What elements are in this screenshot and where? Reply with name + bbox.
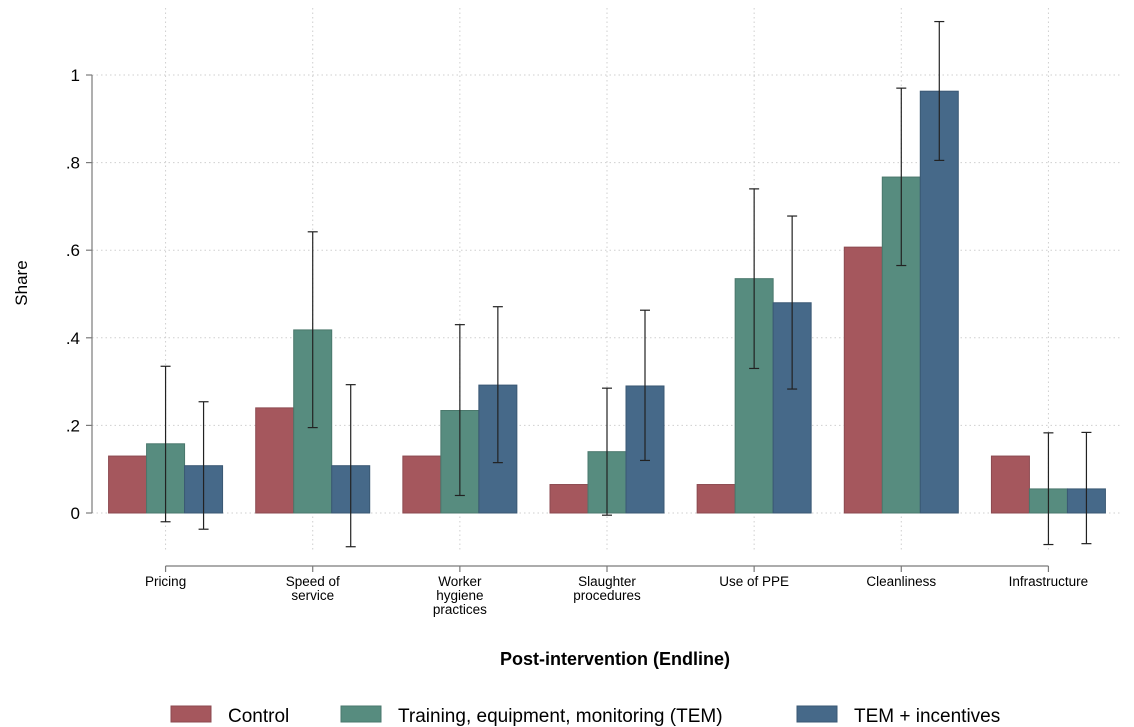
x-axis-label: Post-intervention (Endline) xyxy=(500,649,730,669)
legend-swatch xyxy=(796,705,838,723)
bar xyxy=(108,455,148,514)
legend-label: TEM + incentives xyxy=(854,706,1000,727)
bar xyxy=(843,246,883,514)
x-tick-label: Infrastructure xyxy=(1009,574,1089,589)
x-tick-label: practices xyxy=(433,602,487,617)
legend-label: Control xyxy=(228,706,289,727)
x-tick-label: Pricing xyxy=(145,574,186,589)
x-tick-label: Speed of xyxy=(286,574,340,589)
x-tick-label: Use of PPE xyxy=(719,574,789,589)
y-tick-label: .2 xyxy=(66,416,80,435)
x-tick-label: hygiene xyxy=(436,588,483,603)
bar xyxy=(919,90,959,514)
bar xyxy=(696,484,736,514)
y-tick-label: .6 xyxy=(66,241,80,260)
x-tick-label: procedures xyxy=(573,588,641,603)
error-bars xyxy=(160,20,1092,548)
bar xyxy=(402,455,442,514)
x-tick-label: Cleanliness xyxy=(866,574,936,589)
y-tick-label: .8 xyxy=(66,154,80,173)
bar xyxy=(990,455,1030,514)
axes xyxy=(86,74,1050,572)
y-tick-label: .4 xyxy=(66,329,80,348)
y-tick-label: 0 xyxy=(71,504,80,523)
x-tick-label: service xyxy=(291,588,334,603)
x-tick-label: Worker xyxy=(438,574,482,589)
bar xyxy=(549,484,589,514)
x-tick-label: Slaughter xyxy=(578,574,636,589)
legend-label: Training, equipment, monitoring (TEM) xyxy=(398,706,723,727)
y-tick-label: 1 xyxy=(71,66,80,85)
bar xyxy=(255,407,295,514)
bar xyxy=(734,278,774,514)
legend: Control Training, equipment, monitoring (… xyxy=(170,705,1000,727)
legend-swatch xyxy=(340,705,382,723)
y-axis-label: Share xyxy=(12,260,31,305)
legend-swatch xyxy=(170,705,212,723)
